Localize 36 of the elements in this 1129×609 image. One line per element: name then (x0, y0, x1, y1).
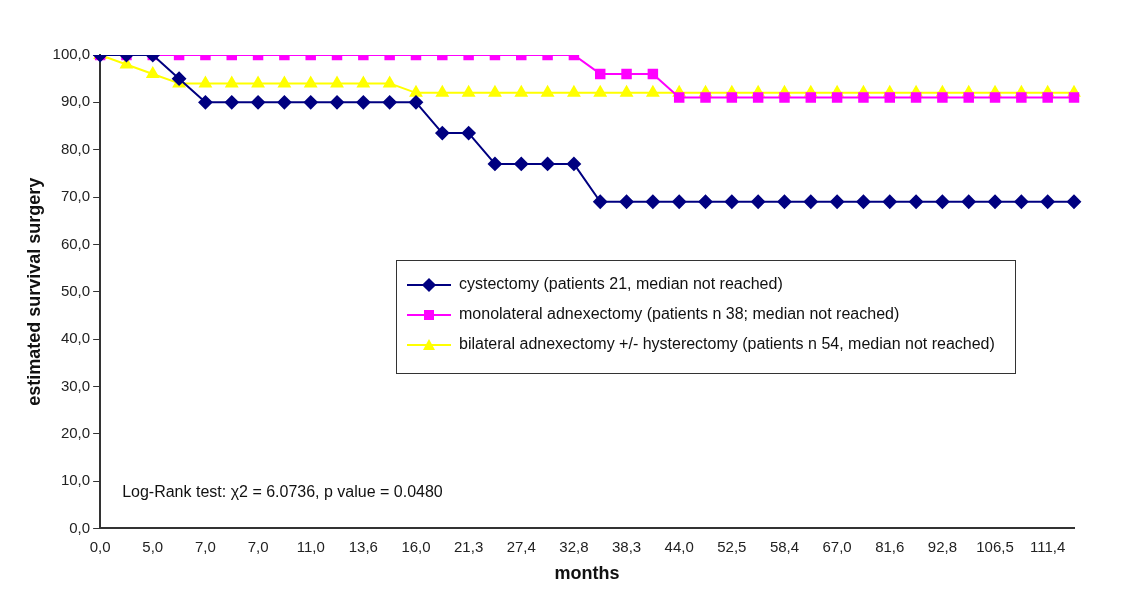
x-tick-label: 5,0 (142, 537, 164, 555)
x-tick-label: 52,5 (717, 537, 747, 555)
y-tick-label: 50,0 (60, 281, 91, 299)
x-axis-title: months (554, 563, 620, 584)
y-tick-label: 20,0 (60, 423, 91, 441)
y-tick-label: 10,0 (60, 471, 91, 489)
y-tick-label: 0,0 (69, 518, 91, 536)
x-tick-label: 111,4 (1030, 537, 1066, 555)
annotation: Log-Rank test: χ2 = 6.0736, p value = 0.0480 (122, 482, 443, 500)
legend-label: bilateral adnexectomy +/- hysterectomy (patients n 54, median not reached) (459, 335, 995, 353)
x-tick-label: 11,0 (296, 537, 325, 555)
x-tick-label: 32,8 (559, 537, 589, 555)
x-tick-label: 27,4 (506, 537, 536, 555)
x-tick-label: 0,0 (89, 537, 111, 555)
y-axis-title: estimated survival surgery (23, 177, 44, 406)
x-tick-label: 106,5 (976, 537, 1014, 555)
x-tick-label: 81,6 (875, 537, 905, 555)
y-tick-label: 60,0 (60, 234, 91, 252)
legend-label: cystectomy (patients 21, median not reached) (459, 275, 783, 293)
y-tick-label: 70,0 (60, 187, 91, 205)
x-tick-label: 92,8 (927, 537, 957, 555)
x-tick-label: 38,3 (611, 537, 642, 555)
y-tick-label: 30,0 (60, 376, 91, 394)
legend-label: monolateral adnexectomy (patients n 38; median not reached) (459, 305, 900, 323)
x-tick-label: 67,0 (822, 537, 852, 555)
x-tick-label: 16,0 (401, 537, 431, 555)
x-tick-label: 58,4 (769, 537, 800, 555)
y-tick-label: 100,0 (52, 45, 91, 63)
x-tick-label: 13,6 (348, 537, 378, 555)
x-tick-label: 44,0 (664, 537, 694, 555)
y-tick-label: 80,0 (60, 139, 91, 157)
y-tick-label: 40,0 (60, 329, 91, 347)
x-tick-label: 21,3 (454, 537, 484, 555)
y-tick-label: 90,0 (60, 92, 91, 110)
x-tick-label: 7,0 (247, 537, 269, 555)
x-tick-label: 7,0 (194, 537, 216, 555)
